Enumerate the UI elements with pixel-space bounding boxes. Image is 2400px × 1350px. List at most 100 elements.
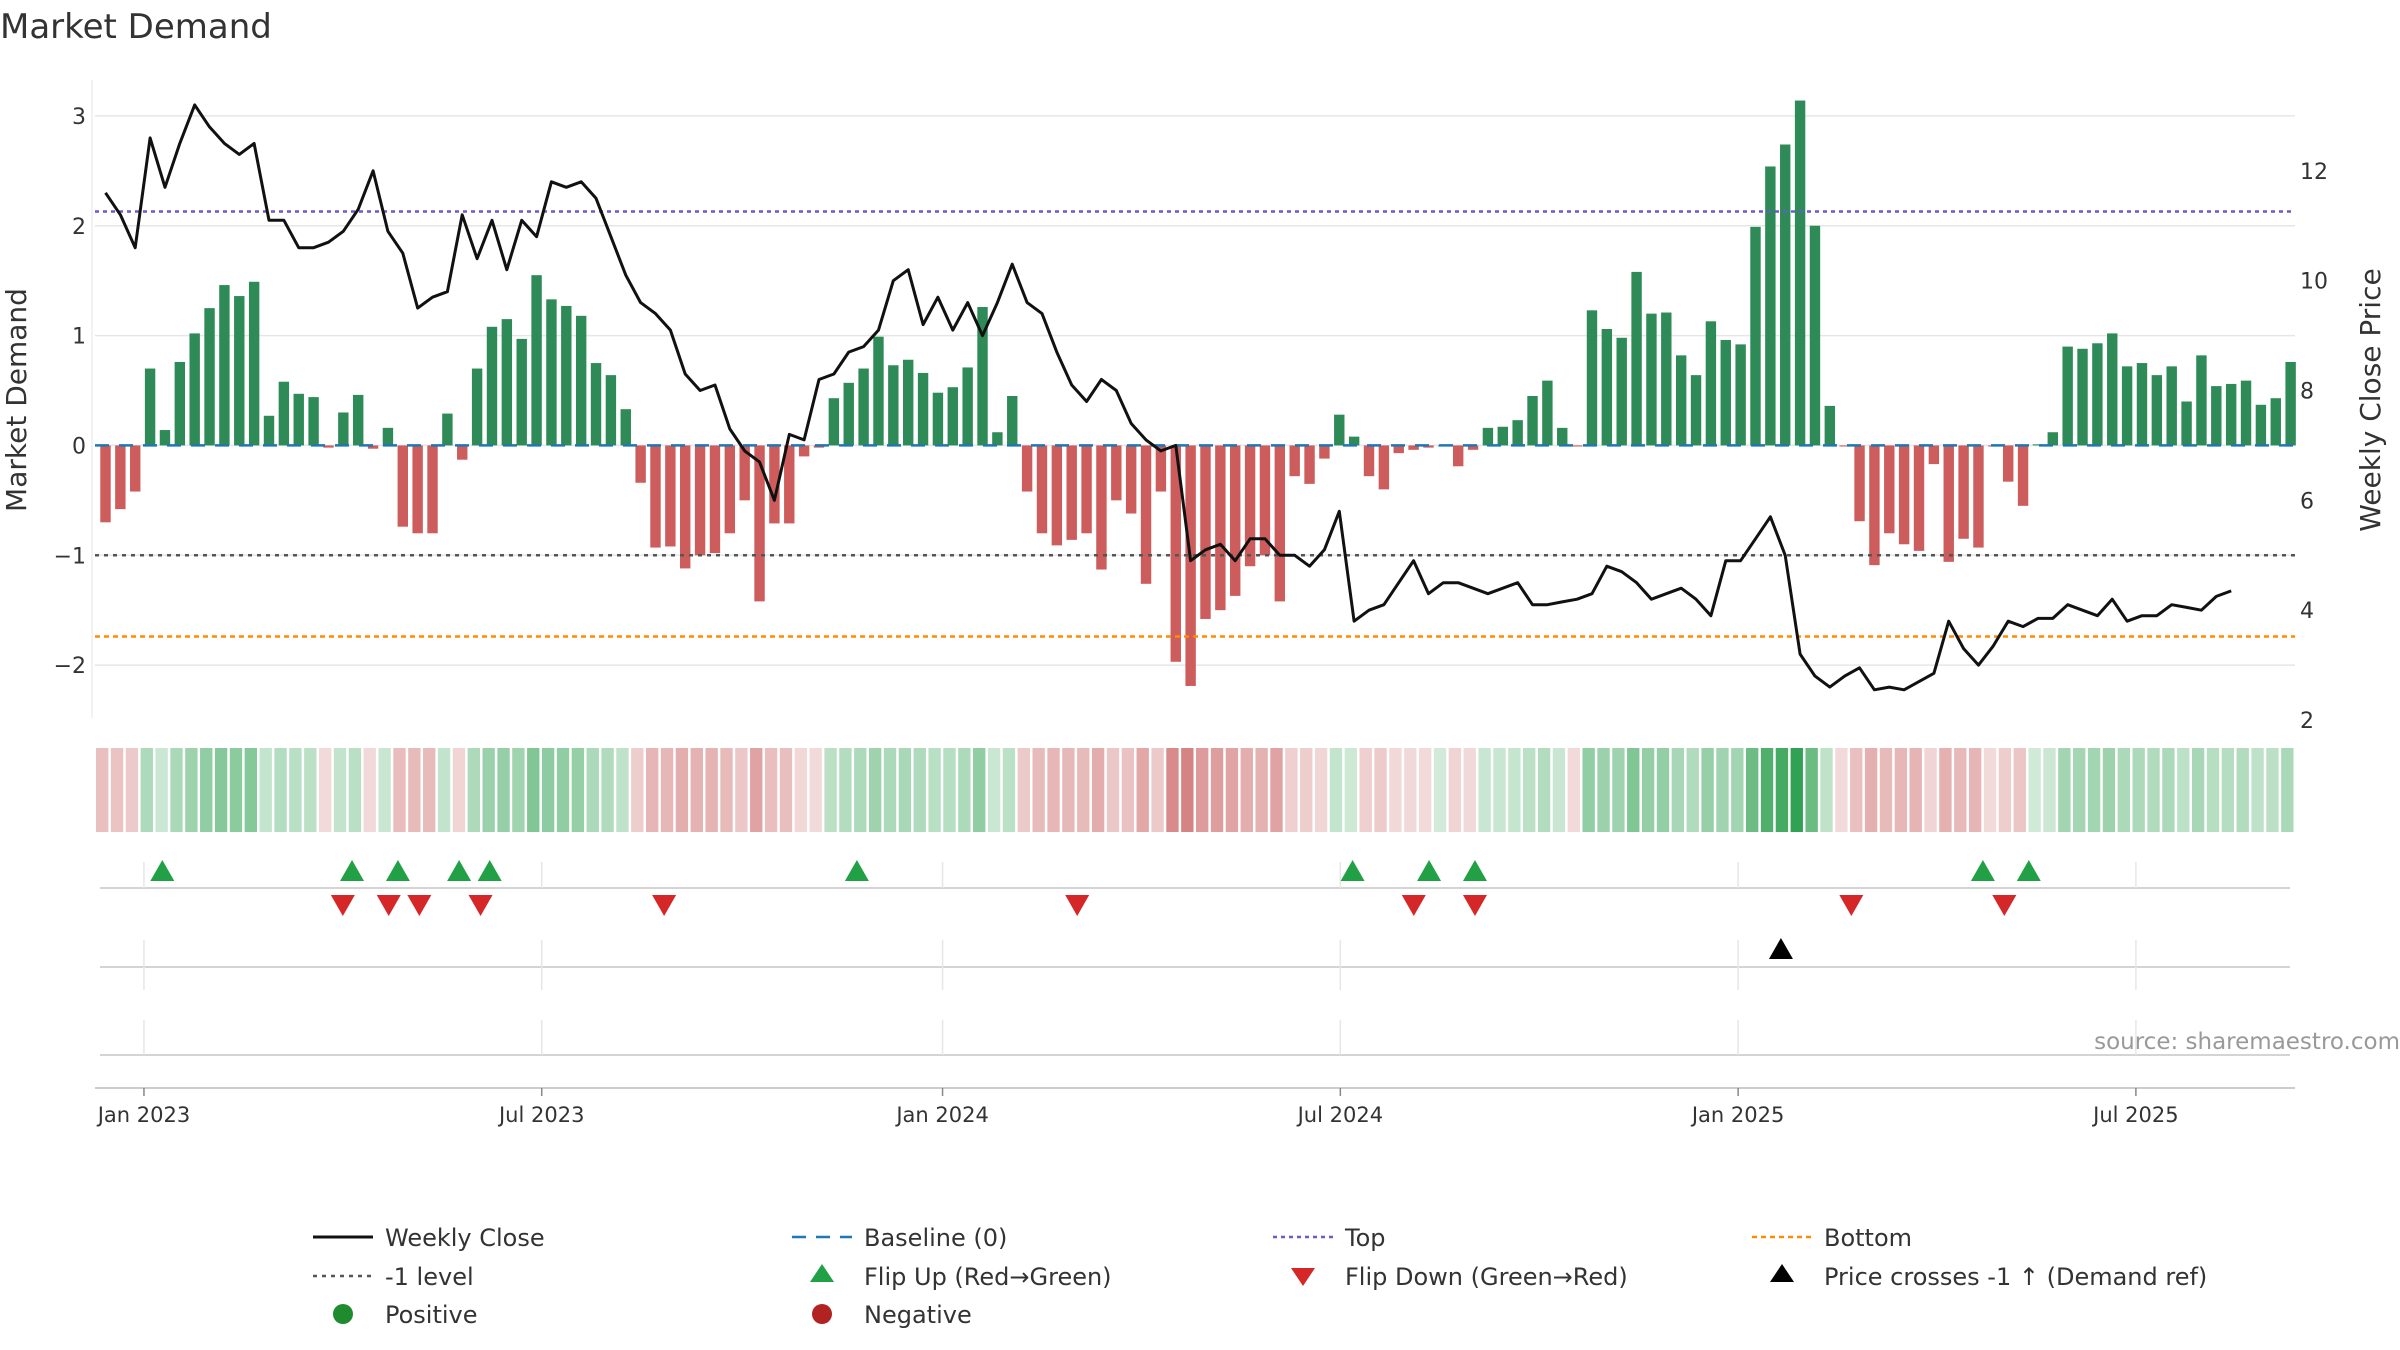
demand-bar — [1155, 445, 1167, 492]
legend-item: Baseline (0) — [792, 1224, 1007, 1252]
heat-cell — [1523, 748, 1536, 832]
source-label: source: sharemaestro.com — [2094, 1029, 2400, 1055]
demand-bar — [2077, 348, 2088, 446]
flip-down-marker — [468, 895, 493, 916]
y2-tick-label: 10 — [2300, 270, 2328, 295]
flip-down-marker — [407, 895, 432, 916]
demand-bar — [650, 445, 661, 548]
demand-bar — [382, 427, 394, 446]
heat-cell — [497, 748, 510, 832]
demand-bar — [2240, 380, 2252, 446]
demand-bar — [1586, 310, 1598, 446]
demand-bar — [1958, 445, 1969, 539]
demand-bar — [1452, 445, 1464, 467]
heat-cell — [764, 748, 778, 832]
demand-bar — [1036, 445, 1048, 534]
legend-item: Price crosses -1 ↑ (Demand ref) — [1770, 1263, 2207, 1291]
heat-cell — [1567, 748, 1580, 832]
heat-cell — [958, 748, 971, 832]
flip-up-marker — [1417, 860, 1442, 881]
demand-bar — [977, 307, 988, 446]
demand-bar — [219, 285, 230, 446]
heat-cell — [601, 748, 614, 832]
heat-cell — [1493, 748, 1506, 832]
demand-bar — [1289, 445, 1300, 477]
heat-cell — [1314, 748, 1328, 832]
x-tick-label: Jan 2023 — [96, 1103, 191, 1127]
demand-bar — [575, 315, 587, 446]
demand-bar — [412, 445, 423, 534]
demand-bar — [1869, 445, 1880, 566]
flip-down-marker — [376, 895, 401, 916]
y-tick-label: 3 — [72, 105, 86, 130]
legend-label: Weekly Close — [385, 1224, 545, 1252]
heat-cell — [125, 748, 139, 832]
demand-bar — [1705, 321, 1717, 446]
demand-bar — [501, 319, 513, 446]
y-axis-label: Market Demand — [0, 288, 33, 512]
heat-cell — [1760, 748, 1774, 832]
demand-bar — [1021, 445, 1033, 492]
demand-bar — [293, 393, 304, 446]
heat-cell — [1166, 748, 1179, 832]
legend-item: Weekly Close — [313, 1224, 545, 1252]
demand-bar — [2196, 355, 2207, 446]
demand-bar — [308, 397, 319, 446]
demand-bar — [917, 372, 929, 446]
demand-bar — [932, 392, 944, 446]
heat-cell — [1285, 748, 1298, 832]
demand-bar — [2151, 375, 2163, 446]
heat-cell — [809, 748, 822, 832]
demand-bar — [486, 326, 498, 446]
demand-bar — [471, 368, 483, 446]
heat-cell — [2177, 748, 2190, 832]
heat-cell — [1746, 748, 1759, 832]
y-tick-label: −1 — [54, 544, 86, 569]
x-tick-label: Jan 2024 — [894, 1103, 989, 1127]
y2-tick-label: 8 — [2300, 380, 2314, 405]
heat-cell — [2162, 748, 2175, 832]
demand-bar — [1780, 144, 1791, 446]
heat-cell — [750, 748, 763, 832]
legend-symbol-flip-down — [1291, 1268, 1315, 1286]
heat-cell — [512, 748, 525, 832]
demand-bar — [1393, 445, 1404, 454]
legend-symbol-negative — [812, 1304, 832, 1324]
demand-bar — [1794, 100, 1806, 446]
demand-bar — [1007, 396, 1018, 446]
heat-cell — [2028, 748, 2041, 832]
demand-bar — [159, 430, 171, 446]
demand-bar — [1973, 445, 1984, 548]
heat-cell — [1255, 748, 1268, 832]
demand-bar — [1512, 420, 1523, 446]
heat-cell — [1270, 748, 1283, 832]
heat-cell — [1775, 748, 1789, 832]
heat-cell — [690, 748, 703, 832]
demand-bar — [1319, 445, 1330, 459]
legend-symbol-flip-up — [810, 1264, 834, 1282]
demand-bar — [1482, 427, 1494, 446]
heat-cell — [1225, 748, 1239, 832]
legend-label: Negative — [864, 1301, 972, 1329]
heat-cell — [1329, 748, 1343, 832]
demand-bar — [1185, 445, 1196, 686]
heat-cell — [631, 748, 644, 832]
heat-cell — [987, 748, 1001, 832]
flip-up-marker — [340, 860, 365, 881]
demand-bar — [338, 412, 349, 446]
demand-bar — [858, 368, 869, 446]
demand-bar — [2107, 333, 2118, 446]
heat-cell — [2251, 748, 2264, 832]
heat-cell — [541, 748, 555, 832]
heat-cell — [883, 748, 897, 832]
heat-cell — [1597, 748, 1610, 832]
demand-bar — [724, 445, 736, 534]
demand-bar — [457, 445, 468, 460]
legend-label: Flip Down (Green→Red) — [1345, 1263, 1628, 1291]
heat-cell — [1864, 748, 1878, 832]
flip-down-marker — [1065, 895, 1090, 916]
demand-bar — [1809, 225, 1821, 446]
demand-bar — [1542, 380, 1553, 446]
heat-cell — [408, 748, 421, 832]
